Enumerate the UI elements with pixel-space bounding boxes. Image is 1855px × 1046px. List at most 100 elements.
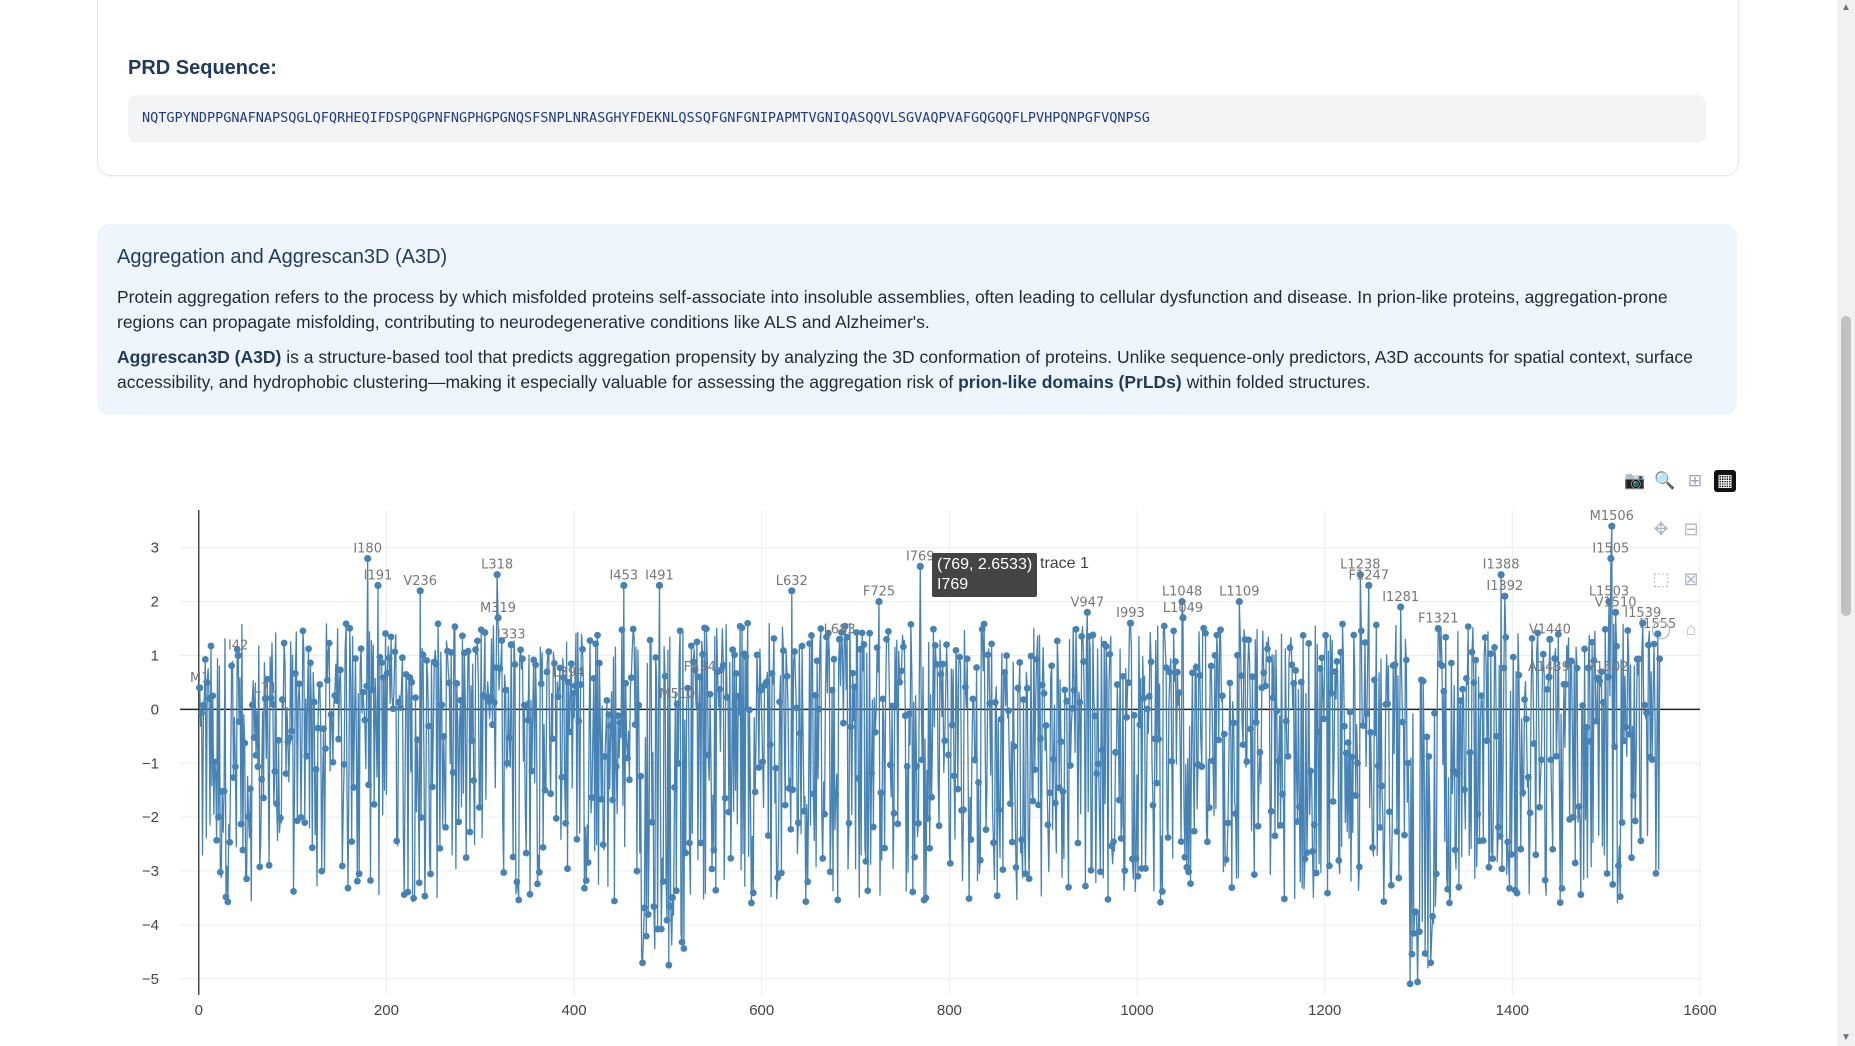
data-point xyxy=(618,626,626,634)
data-point xyxy=(1112,748,1119,756)
data-point xyxy=(746,706,753,714)
data-point xyxy=(783,672,791,680)
data-point xyxy=(924,815,932,822)
data-point xyxy=(967,836,975,843)
scrollbar[interactable]: ▲ ▼ xyxy=(1837,0,1855,1046)
scroll-up-icon[interactable]: ▲ xyxy=(1841,2,1851,13)
data-point xyxy=(1057,738,1065,746)
camera-icon[interactable]: 📷 xyxy=(1624,471,1646,490)
data-point xyxy=(1213,631,1221,639)
data-point xyxy=(256,863,264,871)
peak-point xyxy=(374,581,382,590)
box-select-icon[interactable]: ⬚ xyxy=(1652,568,1670,589)
peak-point xyxy=(1611,608,1620,616)
data-point xyxy=(496,665,504,672)
data-point xyxy=(1175,689,1183,697)
data-point xyxy=(408,678,416,686)
home-icon[interactable]: ⌂ xyxy=(1685,618,1697,639)
data-point xyxy=(1414,978,1421,986)
zoom-in-icon[interactable]: ⊞ xyxy=(1687,471,1703,490)
data-point xyxy=(1342,749,1350,757)
residue-label: F725 xyxy=(863,585,895,600)
data-point xyxy=(434,620,442,628)
data-point xyxy=(1613,642,1620,650)
pan-icon[interactable]: ✥ xyxy=(1653,518,1669,539)
data-point xyxy=(1459,685,1467,693)
data-point xyxy=(798,642,806,650)
data-point xyxy=(1187,880,1194,888)
data-point xyxy=(1538,756,1545,764)
scroll-down-icon[interactable]: ▼ xyxy=(1841,1032,1851,1043)
data-point xyxy=(350,784,357,791)
info-p2-end: within folded structures. xyxy=(1181,372,1371,392)
residue-label: I191 xyxy=(364,568,393,583)
data-point xyxy=(337,666,344,674)
data-point xyxy=(487,693,494,701)
data-point xyxy=(1312,869,1320,877)
data-point xyxy=(455,818,463,826)
data-point xyxy=(1170,627,1178,635)
x-tick-label: 600 xyxy=(749,1002,774,1019)
data-point xyxy=(417,814,425,821)
data-point xyxy=(1492,732,1500,740)
data-point xyxy=(868,769,875,777)
data-point xyxy=(892,701,900,709)
data-point xyxy=(421,892,429,900)
data-point xyxy=(691,666,699,674)
autoscale-icon[interactable]: ⊠ xyxy=(1683,568,1699,589)
peak-point xyxy=(1605,598,1613,606)
data-point xyxy=(839,719,847,727)
data-point xyxy=(1515,671,1523,679)
data-point xyxy=(278,696,286,703)
data-point xyxy=(1556,899,1564,906)
data-point xyxy=(738,624,746,632)
data-point xyxy=(1348,753,1356,761)
data-point xyxy=(661,672,669,680)
data-point xyxy=(1504,838,1512,846)
data-point xyxy=(1387,881,1395,889)
data-point xyxy=(1181,853,1189,861)
zoom-icon[interactable]: 🔍 xyxy=(1654,471,1676,490)
data-point xyxy=(1393,828,1401,835)
data-point xyxy=(363,682,371,690)
data-point xyxy=(684,684,692,692)
data-point xyxy=(1204,838,1211,846)
data-point xyxy=(832,791,840,799)
data-point xyxy=(519,655,526,663)
data-point xyxy=(1554,630,1562,638)
data-point xyxy=(498,637,506,644)
data-point xyxy=(755,764,763,771)
data-point xyxy=(252,751,260,759)
data-point xyxy=(320,725,327,733)
data-point xyxy=(1136,721,1144,729)
data-point xyxy=(723,694,731,701)
data-point xyxy=(665,961,673,969)
plotly-logo-icon[interactable]: ▦ xyxy=(1714,470,1736,492)
data-point xyxy=(1267,807,1275,815)
data-point xyxy=(352,655,359,662)
data-point xyxy=(562,819,570,827)
lasso-icon[interactable]: ◯ xyxy=(1650,618,1672,639)
data-point xyxy=(800,807,808,815)
peak-point xyxy=(1545,673,1553,681)
data-point xyxy=(368,686,376,694)
data-point xyxy=(1202,629,1209,637)
data-point xyxy=(1359,722,1367,730)
data-point xyxy=(943,641,950,648)
data-point xyxy=(982,826,990,834)
data-point xyxy=(1021,870,1029,878)
data-point xyxy=(228,662,236,670)
data-point xyxy=(226,838,234,846)
data-point xyxy=(462,854,470,861)
data-point xyxy=(819,855,827,862)
data-point xyxy=(1286,644,1294,652)
data-point xyxy=(466,828,474,836)
data-point xyxy=(828,686,836,694)
zoom-out-icon[interactable]: ⊟ xyxy=(1683,518,1699,539)
data-point xyxy=(522,849,530,857)
data-point xyxy=(1301,855,1309,863)
peak-point xyxy=(1604,673,1612,681)
scrollbar-thumb[interactable] xyxy=(1841,316,1851,616)
data-point xyxy=(307,659,314,667)
